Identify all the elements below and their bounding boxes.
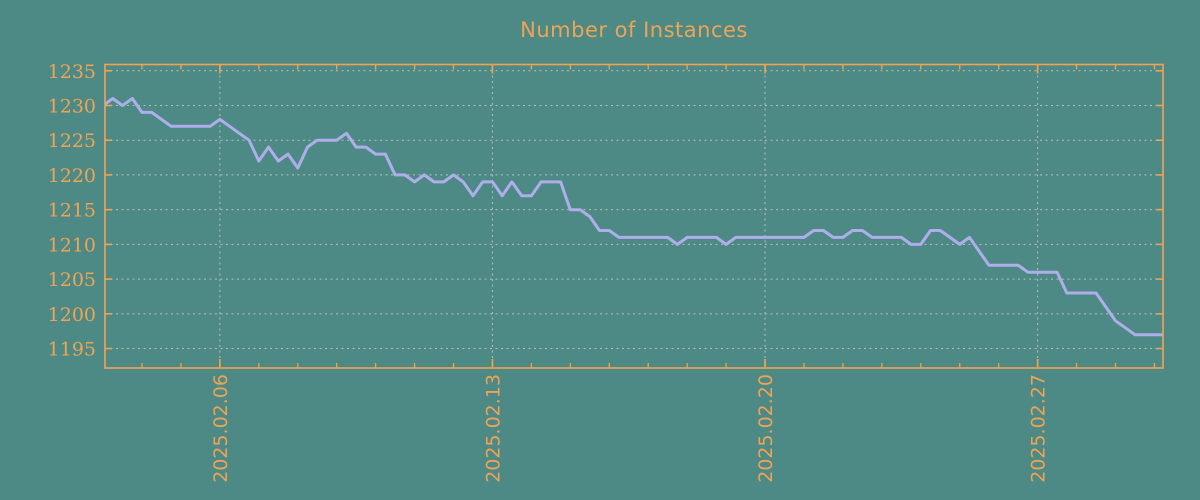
y-tick-label: 1210: [48, 234, 96, 256]
data-line: [105, 97, 1163, 337]
x-tick-label: 2025.02.27: [1028, 374, 1050, 483]
y-tick-label: 1215: [48, 200, 96, 222]
x-tick-label: 2025.02.20: [755, 374, 777, 483]
chart-title: Number of Instances: [520, 18, 748, 42]
x-tick-label: 2025.02.13: [482, 374, 504, 483]
y-tick-label: 1220: [48, 165, 96, 187]
plot-border: [104, 63, 1164, 369]
y-tick-label: 1195: [48, 339, 96, 361]
x-tick-label: 2025.02.06: [210, 374, 232, 483]
y-tick-label: 1205: [48, 269, 96, 291]
y-tick-label: 1225: [48, 130, 96, 152]
y-tick-label: 1200: [48, 304, 96, 326]
y-tick-label: 1230: [48, 95, 96, 117]
y-tick-label: 1235: [48, 61, 96, 83]
